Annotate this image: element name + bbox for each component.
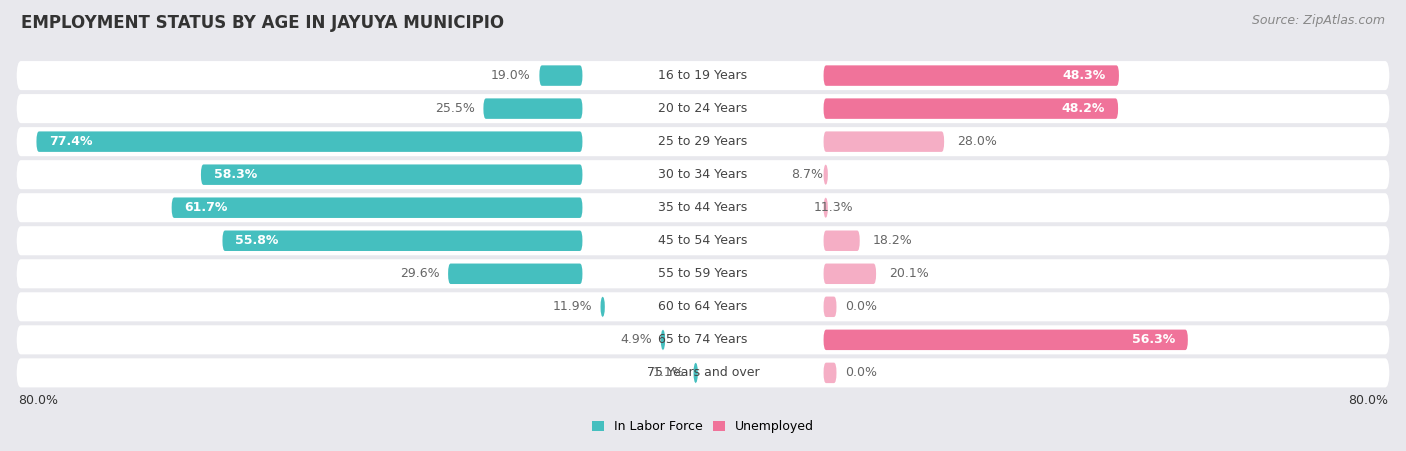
Text: 58.3%: 58.3% <box>214 168 257 181</box>
FancyBboxPatch shape <box>600 297 605 317</box>
FancyBboxPatch shape <box>17 226 1389 255</box>
Text: 25.5%: 25.5% <box>434 102 475 115</box>
Text: 18.2%: 18.2% <box>873 234 912 247</box>
FancyBboxPatch shape <box>201 165 582 185</box>
FancyBboxPatch shape <box>17 259 1389 288</box>
Text: EMPLOYMENT STATUS BY AGE IN JAYUYA MUNICIPIO: EMPLOYMENT STATUS BY AGE IN JAYUYA MUNIC… <box>21 14 505 32</box>
FancyBboxPatch shape <box>37 131 582 152</box>
FancyBboxPatch shape <box>17 160 1389 189</box>
Text: 20.1%: 20.1% <box>889 267 929 280</box>
FancyBboxPatch shape <box>17 94 1389 123</box>
Text: 65 to 74 Years: 65 to 74 Years <box>658 333 748 346</box>
Text: 56.3%: 56.3% <box>1132 333 1175 346</box>
Text: 0.0%: 0.0% <box>845 300 877 313</box>
Text: 80.0%: 80.0% <box>18 395 59 407</box>
FancyBboxPatch shape <box>17 359 1389 387</box>
Text: 19.0%: 19.0% <box>491 69 531 82</box>
Text: 0.0%: 0.0% <box>845 366 877 379</box>
Text: 61.7%: 61.7% <box>184 201 228 214</box>
Legend: In Labor Force, Unemployed: In Labor Force, Unemployed <box>586 415 820 438</box>
FancyBboxPatch shape <box>693 363 697 383</box>
Text: 77.4%: 77.4% <box>49 135 93 148</box>
Text: 16 to 19 Years: 16 to 19 Years <box>658 69 748 82</box>
Text: 25 to 29 Years: 25 to 29 Years <box>658 135 748 148</box>
Text: 55.8%: 55.8% <box>235 234 278 247</box>
FancyBboxPatch shape <box>17 61 1389 90</box>
FancyBboxPatch shape <box>17 193 1389 222</box>
FancyBboxPatch shape <box>17 127 1389 156</box>
Text: 48.3%: 48.3% <box>1063 69 1107 82</box>
FancyBboxPatch shape <box>824 263 876 284</box>
Text: 11.3%: 11.3% <box>813 201 853 214</box>
Text: 80.0%: 80.0% <box>1347 395 1388 407</box>
FancyBboxPatch shape <box>824 131 945 152</box>
FancyBboxPatch shape <box>824 363 837 383</box>
Text: 60 to 64 Years: 60 to 64 Years <box>658 300 748 313</box>
Text: 1.1%: 1.1% <box>654 366 685 379</box>
Text: 20 to 24 Years: 20 to 24 Years <box>658 102 748 115</box>
FancyBboxPatch shape <box>824 198 828 218</box>
FancyBboxPatch shape <box>824 330 1188 350</box>
FancyBboxPatch shape <box>222 230 582 251</box>
Text: 55 to 59 Years: 55 to 59 Years <box>658 267 748 280</box>
Text: 30 to 34 Years: 30 to 34 Years <box>658 168 748 181</box>
Text: 75 Years and over: 75 Years and over <box>647 366 759 379</box>
FancyBboxPatch shape <box>17 292 1389 322</box>
Text: 35 to 44 Years: 35 to 44 Years <box>658 201 748 214</box>
Text: 45 to 54 Years: 45 to 54 Years <box>658 234 748 247</box>
Text: 8.7%: 8.7% <box>790 168 823 181</box>
Text: 4.9%: 4.9% <box>620 333 652 346</box>
Text: 11.9%: 11.9% <box>553 300 592 313</box>
Text: 28.0%: 28.0% <box>957 135 997 148</box>
FancyBboxPatch shape <box>824 65 1119 86</box>
FancyBboxPatch shape <box>484 98 582 119</box>
FancyBboxPatch shape <box>172 198 582 218</box>
FancyBboxPatch shape <box>824 230 859 251</box>
FancyBboxPatch shape <box>449 263 582 284</box>
FancyBboxPatch shape <box>824 297 837 317</box>
FancyBboxPatch shape <box>540 65 582 86</box>
Text: 48.2%: 48.2% <box>1062 102 1105 115</box>
Text: Source: ZipAtlas.com: Source: ZipAtlas.com <box>1251 14 1385 27</box>
Text: 29.6%: 29.6% <box>399 267 440 280</box>
FancyBboxPatch shape <box>824 98 1118 119</box>
FancyBboxPatch shape <box>824 165 828 185</box>
FancyBboxPatch shape <box>661 330 665 350</box>
FancyBboxPatch shape <box>17 325 1389 354</box>
